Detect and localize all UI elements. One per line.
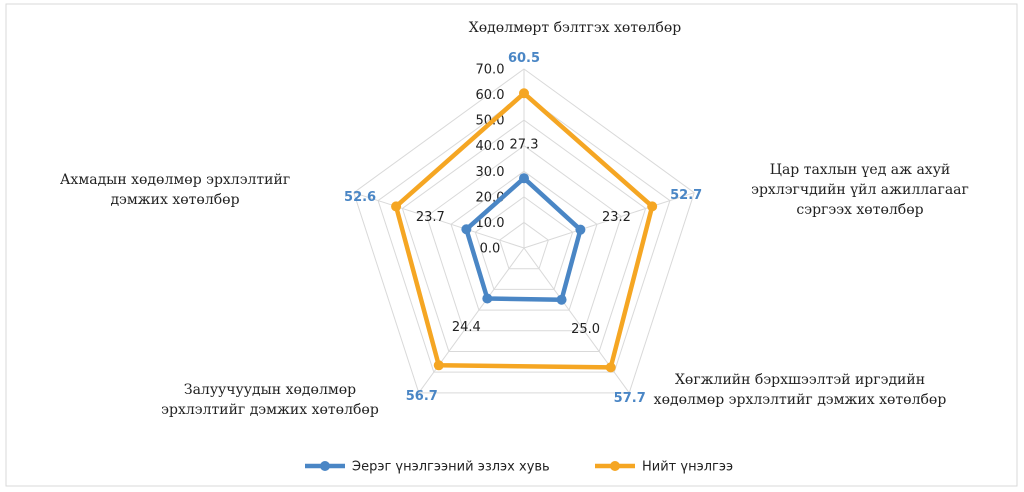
legend-label: Нийт үнэлгээ	[642, 460, 733, 475]
grid-ring	[426, 145, 622, 332]
grid-ring	[474, 196, 574, 290]
data-point	[461, 224, 472, 235]
r-tick-label: 10.0	[476, 216, 505, 231]
data-point	[519, 88, 529, 99]
spoke	[353, 192, 525, 249]
data-point	[647, 201, 658, 212]
r-tick-label: 0.0	[480, 242, 501, 257]
category-label: Ахмадын хөдөлмөр эрхлэлтийг дэмжих хөтөл…	[59, 172, 291, 208]
r-tick-label: 60.0	[476, 88, 505, 103]
legend-marker	[610, 461, 620, 471]
category-label: Цар тахлын үед аж ахуй эрхлэгчдийн үйл а…	[751, 162, 969, 218]
data-label: 23.7	[416, 210, 445, 225]
series-line	[393, 91, 655, 370]
series-line	[464, 175, 583, 302]
data-label: 52.6	[344, 190, 376, 205]
spoke	[523, 192, 695, 249]
grid-ring	[353, 68, 695, 394]
data-label: 56.7	[406, 389, 438, 404]
category-label: Хөгжлийн бэрхшээлтэй иргэдийн хөдөлмөр э…	[653, 372, 947, 408]
data-point	[575, 224, 586, 235]
data-point	[605, 362, 616, 373]
legend-marker	[320, 461, 330, 471]
data-label: 25.0	[571, 322, 600, 337]
category-label: Хөдөлмөрт бэлтгэх хөтөлбөр	[468, 20, 682, 36]
data-label: 27.3	[510, 138, 539, 153]
r-tick-label: 70.0	[476, 63, 505, 78]
r-tick-label: 40.0	[476, 139, 505, 154]
data-label: 57.7	[614, 391, 646, 406]
data-point	[482, 293, 493, 304]
data-label: 60.5	[508, 51, 540, 66]
data-point	[391, 201, 402, 212]
r-tick-label: 30.0	[476, 165, 505, 180]
grid-ring	[401, 119, 647, 352]
grid-ring	[450, 170, 598, 311]
grid-ring	[499, 221, 549, 270]
data-label: 52.7	[670, 188, 702, 203]
grid-ring	[377, 93, 671, 373]
data-point	[519, 173, 529, 184]
data-point	[556, 294, 567, 305]
data-point	[433, 360, 444, 371]
data-label: 24.4	[452, 320, 481, 335]
chart-frame	[5, 3, 1018, 487]
legend-label: Эерэг үнэлгээний эзлэх хувь	[352, 460, 550, 475]
data-label: 23.2	[602, 210, 631, 225]
category-label: Залуучуудын хөдөлмөр эрхлэлтийг дэмжих х…	[161, 382, 379, 418]
